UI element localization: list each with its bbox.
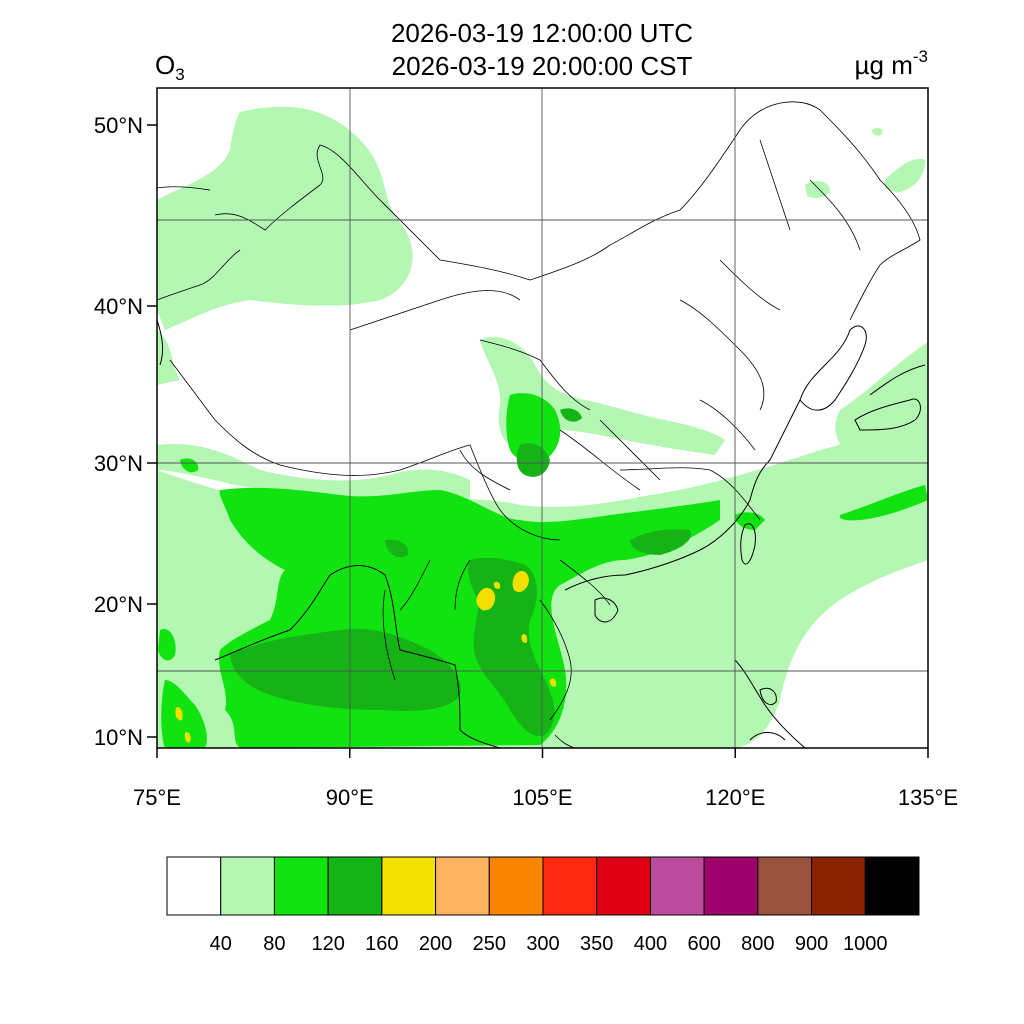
o3-band-160-200 [175, 570, 557, 743]
lon-ticks: 75°E 90°E 105°E 120°E 135°E [133, 748, 958, 810]
color-bar-label: 400 [634, 933, 667, 955]
color-bar-swatch [435, 856, 490, 916]
lat-tick-label: 40°N [94, 294, 143, 319]
color-bar-swatch [166, 856, 222, 916]
unit-label: µg m-3 [855, 47, 928, 80]
color-bar-swatch [381, 856, 437, 916]
color-bar-label: 160 [365, 933, 398, 955]
lat-tick-label: 50°N [94, 113, 143, 138]
color-bar-label: 200 [419, 933, 452, 955]
map-area [157, 88, 928, 748]
color-bar-label: 350 [580, 933, 613, 955]
variable-label: O3 [155, 50, 185, 84]
color-bar-swatch [703, 856, 759, 916]
color-bar-label: 80 [263, 933, 285, 955]
color-bar-label: 600 [687, 933, 720, 955]
cst-time-title: 2026-03-19 20:00:00 CST [392, 51, 693, 81]
lon-tick-label: 90°E [326, 785, 374, 810]
boundary-lines [157, 101, 921, 748]
color-bar-label: 900 [795, 933, 828, 955]
lon-tick-label: 120°E [705, 785, 765, 810]
color-bar-label: 250 [473, 933, 506, 955]
color-bar-swatch [864, 856, 920, 916]
lon-tick-label: 135°E [898, 785, 958, 810]
coastlines [157, 319, 926, 748]
color-bar-label: 120 [311, 933, 344, 955]
lat-tick-label: 20°N [94, 592, 143, 617]
color-bar-swatch [488, 856, 544, 916]
color-bar-swatch [757, 856, 813, 916]
lat-ticks: 10°N 20°N 30°N 40°N 50°N [94, 113, 157, 750]
lat-tick-label: 10°N [94, 725, 143, 750]
color-bar [166, 856, 920, 916]
color-bar-label: 800 [741, 933, 774, 955]
color-bar-swatch [220, 856, 275, 916]
lon-tick-label: 75°E [133, 785, 181, 810]
color-bar-label: 40 [210, 933, 232, 955]
color-bar-labels: 40 80 120 160 200 250 300 350 400 600 800 900 1000 [210, 933, 888, 955]
utc-time-title: 2026-03-19 12:00:00 UTC [391, 18, 693, 48]
color-bar-label: 300 [526, 933, 559, 955]
color-bar-swatch [811, 856, 866, 916]
color-bar-swatch [596, 856, 651, 916]
lat-tick-label: 30°N [94, 451, 143, 476]
color-bar-swatch [273, 856, 329, 916]
color-bar-label: 1000 [843, 933, 888, 955]
graticule [157, 88, 928, 748]
lon-tick-label: 105°E [512, 785, 572, 810]
color-bar-swatch [327, 856, 383, 916]
color-bar-swatch [649, 856, 705, 916]
color-bar-swatch [542, 856, 598, 916]
